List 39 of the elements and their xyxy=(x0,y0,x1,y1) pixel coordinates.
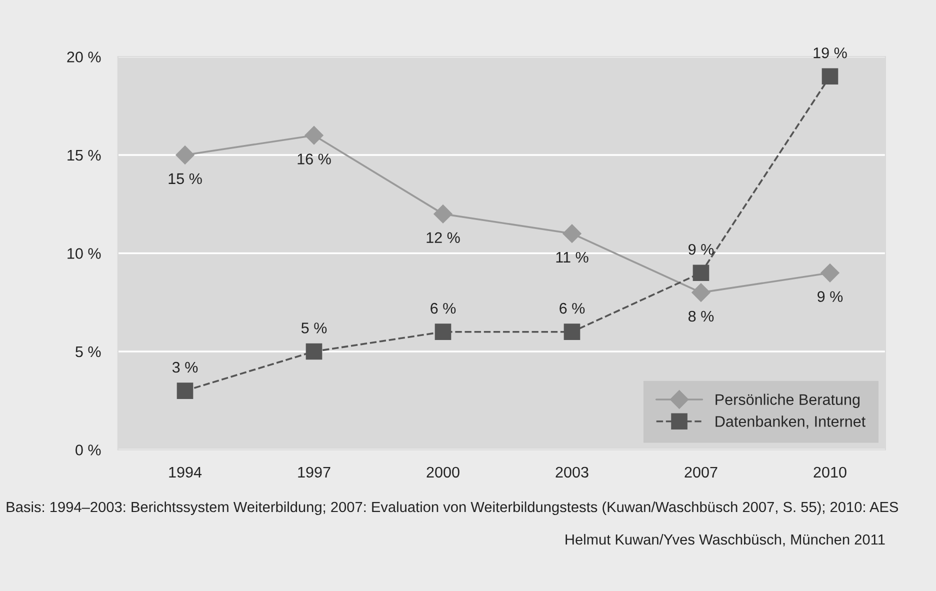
data-label: 3 % xyxy=(172,362,198,373)
legend-label: Persönliche Beratung xyxy=(716,394,860,408)
data-label: 9 % xyxy=(818,291,843,302)
point xyxy=(564,324,580,340)
point xyxy=(692,264,710,282)
data-label: 5 % xyxy=(301,322,327,334)
legend-label: Datenbanken, Internet xyxy=(716,416,866,429)
point xyxy=(434,204,452,224)
x-tick-label: 2000 xyxy=(426,466,460,478)
data-label: 16 % xyxy=(298,154,331,164)
data-label: 15 % xyxy=(168,173,202,184)
x-tick-label: 2010 xyxy=(814,466,846,478)
point xyxy=(176,382,194,399)
text: Helmut Kuwan/Yves Waschbüsch, München 2011 xyxy=(566,534,885,546)
data-label: 12 % xyxy=(426,232,460,243)
x-tick-label: 2007 xyxy=(684,466,718,478)
point xyxy=(304,126,324,145)
y-tick-label: 0 % xyxy=(76,444,101,456)
data-label: 11 % xyxy=(556,252,588,263)
y-tick-label: 20 % xyxy=(67,52,101,62)
point xyxy=(176,146,194,164)
data-label: 8 % xyxy=(688,310,714,322)
x-tick-label: 1994 xyxy=(169,466,202,478)
data-label: 9 % xyxy=(688,244,714,255)
data-label: 19 % xyxy=(814,47,847,58)
y-tick-label: 5 % xyxy=(76,346,101,358)
point xyxy=(306,343,322,360)
point xyxy=(820,264,840,282)
data-label: 6 % xyxy=(430,302,456,314)
point xyxy=(692,283,710,302)
data-label: 6 % xyxy=(560,302,585,314)
x-tick-label: 2003 xyxy=(556,466,588,478)
y-tick-label: 15 % xyxy=(68,150,101,161)
point xyxy=(434,324,452,340)
point xyxy=(562,224,582,243)
text: Basis: 1994–2003: Berichtssystem Weiterbildung; 2007: Evaluation von Weiterbildungstests (Kuwan/Waschbüsch 2007, S. 55); 2010: AES xyxy=(6,501,898,516)
x-tick-label: 1997 xyxy=(298,466,330,478)
point xyxy=(822,68,838,85)
y-tick-label: 10 % xyxy=(68,248,101,259)
